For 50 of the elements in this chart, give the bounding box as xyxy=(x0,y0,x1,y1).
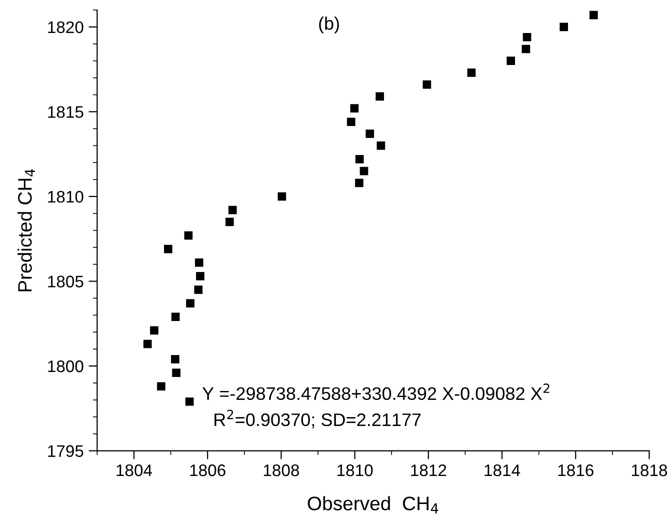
y-axis-title: Predicted CH$_{4}$ xyxy=(18,169,35,292)
annotation: (b) xyxy=(319,16,339,34)
point xyxy=(185,397,194,406)
x-tick-label: 1804 xyxy=(116,464,152,476)
point xyxy=(194,258,204,267)
annotation: Y =-298738.47588+330.4392 X-0.09082 X$^{2}$ xyxy=(202,384,550,400)
point xyxy=(278,192,286,201)
x-tick-label: 1812 xyxy=(411,464,446,476)
point xyxy=(228,206,237,214)
point xyxy=(589,10,598,20)
x-tick-label: 1806 xyxy=(190,464,226,476)
point xyxy=(150,326,158,335)
y-tick-label: 1805 xyxy=(48,276,84,288)
point xyxy=(422,80,432,89)
point xyxy=(194,286,203,294)
x-tick-label: 1814 xyxy=(484,464,520,476)
x-tick-label: 1810 xyxy=(338,464,373,476)
point xyxy=(196,272,204,280)
point xyxy=(164,244,172,254)
point xyxy=(172,368,180,377)
point xyxy=(143,340,152,348)
point xyxy=(376,141,386,150)
point xyxy=(560,22,568,32)
point xyxy=(376,92,384,101)
point xyxy=(355,178,364,188)
point xyxy=(467,68,476,77)
point xyxy=(355,155,364,164)
point xyxy=(360,166,368,176)
point xyxy=(225,218,234,226)
point xyxy=(184,231,193,240)
point xyxy=(366,130,374,138)
point xyxy=(157,382,166,391)
point xyxy=(186,299,194,308)
y-tick-label: 1820 xyxy=(48,21,84,34)
y-tick-label: 1800 xyxy=(48,360,84,372)
point xyxy=(346,118,356,126)
point xyxy=(506,56,516,66)
point xyxy=(522,44,530,54)
y-tick-label: 1810 xyxy=(48,190,84,203)
point xyxy=(171,312,180,322)
y-tick-label: 1795 xyxy=(48,445,84,457)
y-tick-label: 1815 xyxy=(48,106,84,118)
x-tick-label: 1818 xyxy=(632,464,668,476)
x-axis-title: Observed CH$_{4}$ xyxy=(308,496,438,514)
point xyxy=(350,104,359,112)
point xyxy=(171,355,180,364)
x-tick-label: 1816 xyxy=(558,464,594,476)
annotation: R$^{2}$=0.90370; SD=2.21177 xyxy=(214,410,421,428)
point xyxy=(522,32,532,42)
x-tick-label: 1808 xyxy=(264,464,299,476)
